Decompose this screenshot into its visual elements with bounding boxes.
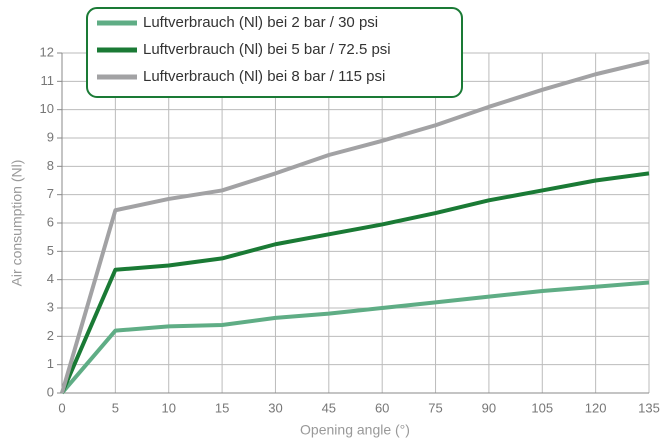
y-tick-label: 1 [47,356,54,371]
legend-label: Luftverbrauch (Nl) bei 5 bar / 72.5 psi [143,41,391,58]
y-tick-label: 6 [47,214,54,229]
legend-label: Luftverbrauch (Nl) bei 2 bar / 30 psi [143,14,378,31]
series-line [60,280,650,395]
y-tick-label: 5 [47,243,54,258]
y-tick-label: 8 [47,158,54,173]
y-tick-label: 7 [47,186,54,201]
x-tick-label: 10 [161,400,175,415]
x-axis-title: Opening angle (°) [300,422,410,438]
x-tick-label: 0 [58,400,65,415]
series-line [60,59,650,394]
x-tick-label: 60 [375,400,389,415]
legend: Luftverbrauch (Nl) bei 2 bar / 30 psi Luf… [86,7,463,98]
x-tick-label: 135 [638,400,660,415]
x-tick-label: 5 [112,400,119,415]
y-tick-label: 3 [47,299,54,314]
x-tick-label: 90 [482,400,496,415]
y-tick-label: 2 [47,328,54,343]
x-tick-label: 30 [268,400,282,415]
x-tick-label: 120 [585,400,607,415]
y-tick-label: 12 [40,44,54,59]
x-tick-label: 15 [215,400,229,415]
legend-box [86,7,463,98]
y-tick-label: 11 [41,73,55,88]
lines [60,59,650,395]
series-line [60,171,650,394]
y-tick-label: 9 [47,129,54,144]
legend-label: Luftverbrauch (Nl) bei 8 bar / 115 psi [143,68,385,85]
x-tick-label: 75 [428,400,442,415]
y-tick-label: 10 [40,101,54,116]
y-axis-title: Air consumption (Nl) [9,160,25,287]
y-tick-label: 4 [47,271,54,286]
x-tick-label: 105 [531,400,553,415]
x-tick-label: 45 [322,400,336,415]
y-tick-label: 0 [47,384,54,399]
